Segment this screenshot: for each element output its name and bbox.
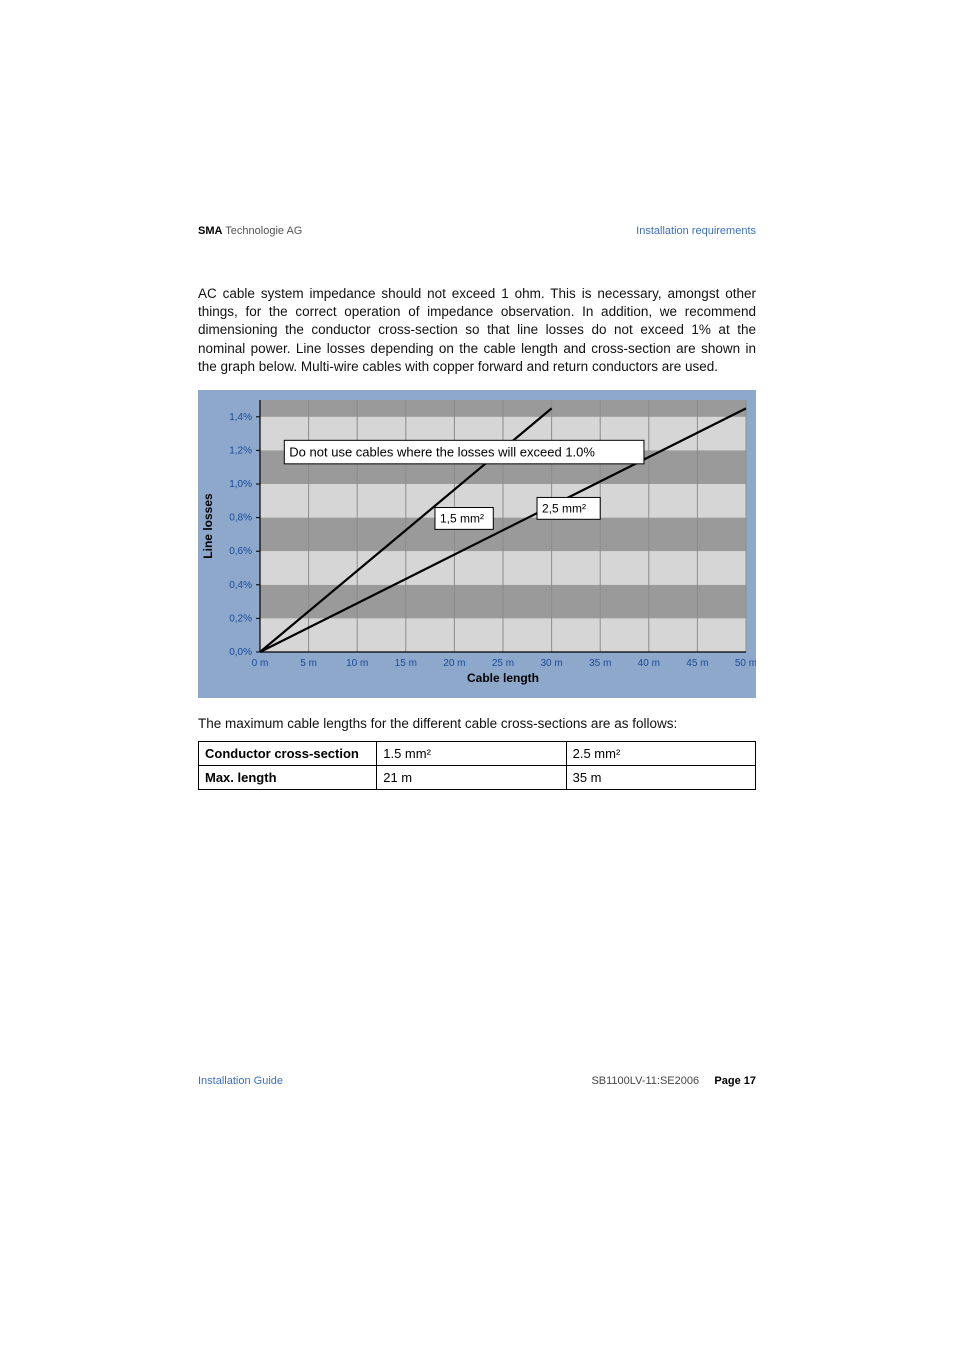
table-cell: 35 m [566,766,755,790]
cross-section-table: Conductor cross-section1.5 mm²2.5 mm² Max… [198,741,756,790]
svg-text:Line losses: Line losses [201,493,215,559]
footer-page-num: 17 [744,1075,756,1087]
svg-text:20 m: 20 m [443,658,465,669]
svg-text:1,4%: 1,4% [229,412,252,423]
svg-text:0,6%: 0,6% [229,546,252,557]
svg-text:15 m: 15 m [395,658,417,669]
svg-text:Do not use cables where the lo: Do not use cables where the losses will … [289,445,595,460]
svg-text:Cable length: Cable length [467,671,539,685]
svg-text:0,8%: 0,8% [229,513,252,524]
table-cell: Max. length [199,766,377,790]
footer-right: SB1100LV-11:SE2006 Page 17 [591,1075,756,1087]
brand-rest: Technologie AG [222,225,302,237]
svg-text:40 m: 40 m [638,658,660,669]
svg-text:0,4%: 0,4% [229,580,252,591]
svg-text:2,5 mm²: 2,5 mm² [542,502,586,516]
table-caption: The maximum cable lengths for the differ… [198,716,756,731]
svg-text:30 m: 30 m [540,658,562,669]
table-cell: 2.5 mm² [566,742,755,766]
svg-text:35 m: 35 m [589,658,611,669]
table-cell: Conductor cross-section [199,742,377,766]
footer-page-label: Page [714,1075,740,1087]
svg-text:1,5 mm²: 1,5 mm² [440,512,484,526]
svg-text:0,2%: 0,2% [229,613,252,624]
svg-text:0 m: 0 m [252,658,269,669]
chart-svg: 0,0% 0,2% 0,4% 0,6% 0,8% 1,0% 1,2% 1,4% 0 m 5 m 10… [198,390,756,698]
svg-text:5 m: 5 m [300,658,317,669]
svg-text:1,0%: 1,0% [229,479,252,490]
page-footer: Installation Guide SB1100LV-11:SE2006 Pa… [198,1075,756,1087]
footer-left: Installation Guide [198,1075,283,1087]
footer-docid: SB1100LV-11:SE2006 [591,1075,699,1087]
svg-text:45 m: 45 m [686,658,708,669]
brand-bold: SMA [198,225,222,237]
table-cell: 21 m [377,766,566,790]
svg-text:1,2%: 1,2% [229,445,252,456]
body-paragraph: AC cable system impedance should not exc… [198,285,756,376]
page-header: SMA Technologie AG Installation requirem… [198,225,756,237]
header-section: Installation requirements [636,225,756,237]
svg-text:10 m: 10 m [346,658,368,669]
page-content: SMA Technologie AG Installation requirem… [198,225,756,790]
line-losses-chart: 0,0% 0,2% 0,4% 0,6% 0,8% 1,0% 1,2% 1,4% 0 m 5 m 10… [198,390,756,698]
svg-text:25 m: 25 m [492,658,514,669]
header-brand: SMA Technologie AG [198,225,302,237]
svg-text:50 m: 50 m [735,658,756,669]
svg-text:0,0%: 0,0% [229,647,252,658]
table-cell: 1.5 mm² [377,742,566,766]
